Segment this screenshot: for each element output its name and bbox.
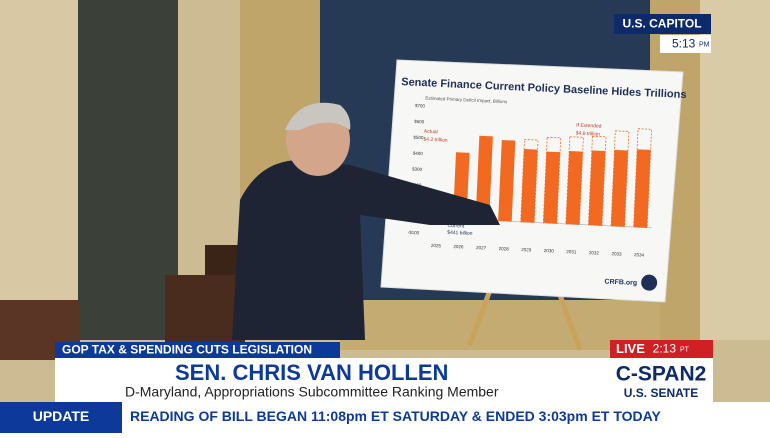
network: C-SPAN2 (616, 363, 707, 386)
x-tick-label: 2030 (544, 248, 555, 253)
y-tick-label: $500 (413, 135, 424, 140)
location: U.S. CAPITOL (622, 17, 701, 31)
bar (520, 148, 538, 223)
poster-source: CRFB.org (604, 278, 637, 286)
ticker-label: UPDATE (33, 408, 90, 424)
time-zone: PT (680, 346, 690, 353)
topic: GOP TAX & SPENDING CUTS LEGISLATION (62, 343, 312, 357)
x-tick-label: 2027 (476, 245, 487, 250)
topic-tag (55, 342, 340, 358)
speaker-suit (232, 160, 500, 340)
x-tick-label: 2028 (499, 246, 510, 251)
annotation: $441 billion (447, 230, 473, 237)
local-time: 5:13 (672, 37, 696, 51)
x-tick-label: 2034 (634, 252, 645, 257)
location-tag (614, 14, 711, 34)
annotation: Current (447, 223, 465, 230)
marble-column (78, 0, 178, 340)
x-tick-label: 2032 (589, 250, 600, 255)
logo (641, 274, 658, 291)
live: LIVE (616, 341, 645, 356)
annotation: $4.8 trillion (576, 131, 601, 138)
time-box (660, 35, 711, 53)
y-tick-label: -$100 (408, 230, 420, 236)
annotation: Actual (424, 129, 438, 136)
time: 2:13 (653, 342, 677, 356)
poster-subtitle: Estimated Primary Deficit Impact, Billio… (425, 96, 508, 105)
bar (588, 150, 606, 226)
ticker-tag (0, 402, 122, 433)
bar (475, 135, 493, 221)
x-tick-label: 2025 (431, 243, 442, 248)
channel: U.S. SENATE (624, 386, 698, 400)
live-tag (610, 340, 713, 358)
bar (543, 151, 561, 224)
chair (165, 275, 245, 345)
x-tick-label: 2029 (521, 247, 532, 252)
y-tick-label: $300 (412, 166, 423, 171)
y-tick-label: $400 (413, 151, 424, 156)
bar (565, 151, 583, 225)
annotation: $4.2 trillion (423, 137, 448, 144)
y-tick-label: $700 (415, 103, 426, 108)
bar (633, 149, 651, 228)
speaker-hair (285, 102, 351, 130)
bar (498, 139, 516, 222)
ticker-bar (0, 402, 770, 433)
local-time-suffix: PM (699, 41, 710, 48)
speaker-name: SEN. CHRIS VAN HOLLEN (175, 360, 448, 385)
easel-leg (557, 294, 583, 351)
annotation: If Extended (576, 123, 602, 130)
name-plate (55, 358, 610, 402)
speaker-role: D-Maryland, Appropriations Subcommittee … (125, 384, 499, 400)
ornament-frieze (340, 300, 660, 350)
wall-left (0, 0, 80, 340)
x-tick-label: 2026 (453, 244, 464, 249)
y-tick-label: $600 (414, 119, 425, 124)
x-tick-label: 2033 (611, 251, 622, 256)
ticker-text: READING OF BILL BEGAN 11:08pm ET SATURDA… (130, 408, 661, 424)
network-box (610, 358, 713, 402)
bar (611, 149, 629, 227)
wall-right (700, 0, 770, 340)
easel-leg (467, 289, 493, 346)
x-tick-label: 2031 (566, 249, 577, 254)
